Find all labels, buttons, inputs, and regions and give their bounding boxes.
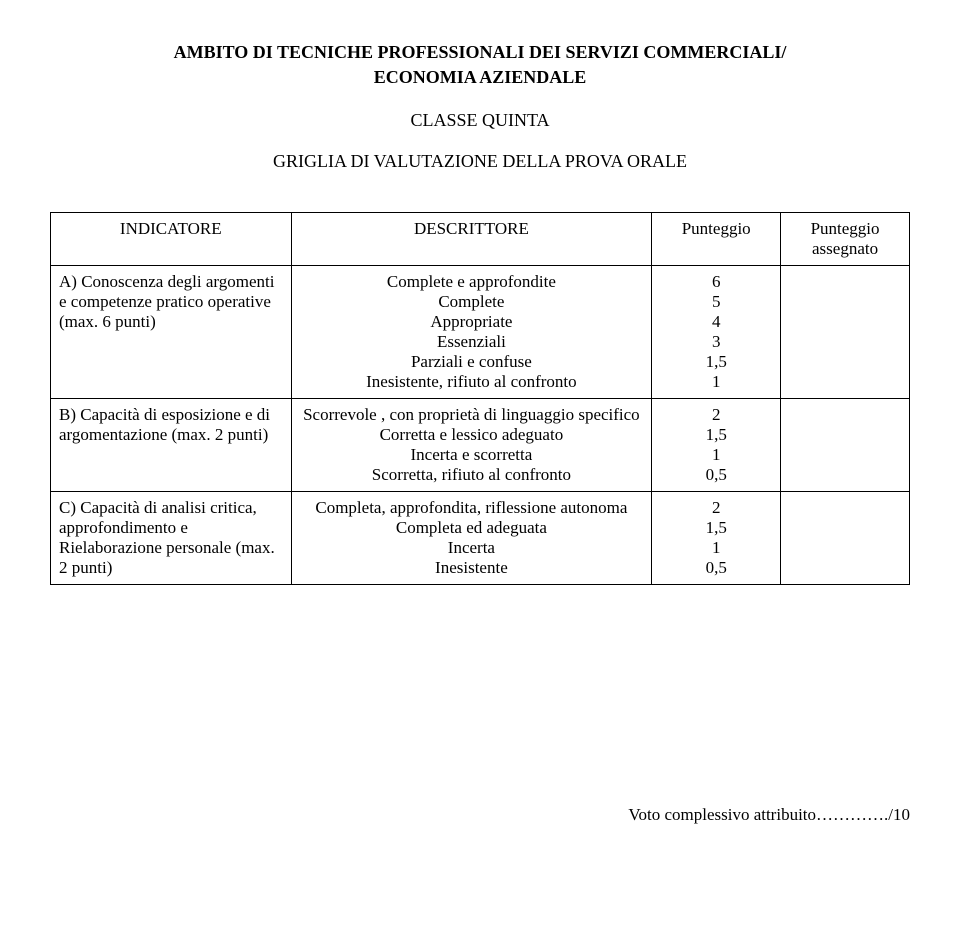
grid-title: GRIGLIA DI VALUTAZIONE DELLA PROVA ORALE	[50, 151, 910, 172]
desc-item: Incerta	[300, 538, 644, 558]
class-line: CLASSE QUINTA	[50, 110, 910, 131]
desc-item: Completa, approfondita, riflessione auto…	[300, 498, 644, 518]
cell-assegnato-a	[781, 266, 910, 399]
cell-indicatore-b: B) Capacità di esposizione e di argoment…	[51, 399, 292, 492]
score-item: 1	[660, 538, 772, 558]
desc-item: Incerta e scorretta	[300, 445, 644, 465]
score-item: 1,5	[660, 425, 772, 445]
header-indicatore: INDICATORE	[51, 213, 292, 266]
footer-total: Voto complessivo attribuito…………./10	[50, 805, 910, 825]
header-punteggio: Punteggio	[652, 213, 781, 266]
score-item: 5	[660, 292, 772, 312]
desc-item: Scorretta, rifiuto al confronto	[300, 465, 644, 485]
cell-punteggi-a: 6 5 4 3 1,5 1	[652, 266, 781, 399]
cell-descrittori-a: Complete e approfondite Complete Appropr…	[291, 266, 652, 399]
desc-item: Parziali e confuse	[300, 352, 644, 372]
table-row: C) Capacità di analisi critica, approfon…	[51, 492, 910, 585]
cell-assegnato-c	[781, 492, 910, 585]
cell-descrittori-b: Scorrevole , con proprietà di linguaggio…	[291, 399, 652, 492]
score-item: 1	[660, 372, 772, 392]
title-line-1: AMBITO DI TECNICHE PROFESSIONALI DEI SER…	[50, 40, 910, 65]
title-line-2: ECONOMIA AZIENDALE	[50, 65, 910, 90]
score-item: 6	[660, 272, 772, 292]
desc-item: Essenziali	[300, 332, 644, 352]
cell-punteggi-b: 2 1,5 1 0,5	[652, 399, 781, 492]
score-item: 3	[660, 332, 772, 352]
evaluation-table: INDICATORE DESCRITTORE Punteggio Puntegg…	[50, 212, 910, 585]
score-item: 0,5	[660, 465, 772, 485]
desc-item: Complete	[300, 292, 644, 312]
desc-item: Completa ed adeguata	[300, 518, 644, 538]
score-item: 4	[660, 312, 772, 332]
score-item: 2	[660, 498, 772, 518]
table-header-row: INDICATORE DESCRITTORE Punteggio Puntegg…	[51, 213, 910, 266]
score-item: 0,5	[660, 558, 772, 578]
cell-assegnato-b	[781, 399, 910, 492]
score-item: 1,5	[660, 352, 772, 372]
score-item: 2	[660, 405, 772, 425]
header-assegnato: Punteggio assegnato	[781, 213, 910, 266]
cell-indicatore-a: A) Conoscenza degli argomenti e competen…	[51, 266, 292, 399]
desc-item: Complete e approfondite	[300, 272, 644, 292]
cell-punteggi-c: 2 1,5 1 0,5	[652, 492, 781, 585]
desc-item: Scorrevole , con proprietà di linguaggio…	[300, 405, 644, 425]
score-item: 1,5	[660, 518, 772, 538]
desc-item: Inesistente, rifiuto al confronto	[300, 372, 644, 392]
cell-indicatore-c: C) Capacità di analisi critica, approfon…	[51, 492, 292, 585]
table-row: A) Conoscenza degli argomenti e competen…	[51, 266, 910, 399]
desc-item: Inesistente	[300, 558, 644, 578]
cell-descrittori-c: Completa, approfondita, riflessione auto…	[291, 492, 652, 585]
desc-item: Appropriate	[300, 312, 644, 332]
score-item: 1	[660, 445, 772, 465]
document-header: AMBITO DI TECNICHE PROFESSIONALI DEI SER…	[50, 40, 910, 172]
header-descrittore: DESCRITTORE	[291, 213, 652, 266]
desc-item: Corretta e lessico adeguato	[300, 425, 644, 445]
table-row: B) Capacità di esposizione e di argoment…	[51, 399, 910, 492]
